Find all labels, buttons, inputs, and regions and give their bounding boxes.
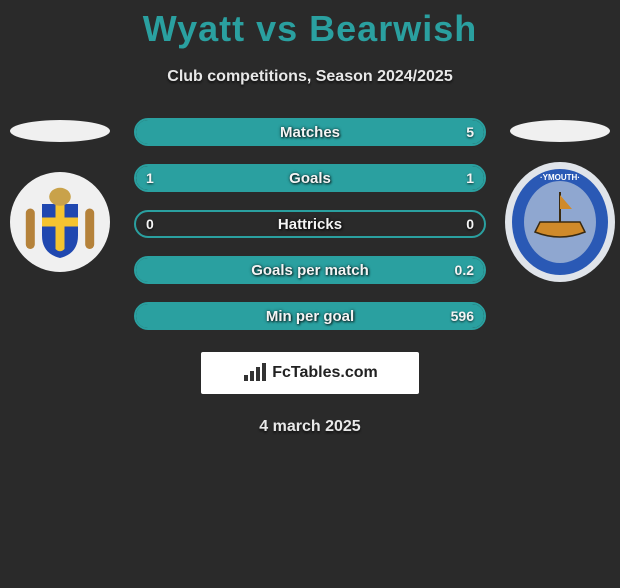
stat-value-right: 5 [466, 124, 474, 140]
stat-label: Hattricks [278, 216, 342, 233]
player-left [0, 118, 120, 272]
stat-value-right: 596 [451, 308, 474, 324]
svg-text:·YMOUTH·: ·YMOUTH· [540, 173, 580, 182]
comparison-content: ·YMOUTH· Matches 5 1 Goals 1 0 Hattricks 0 Goals… [0, 118, 620, 330]
stat-fill-right [310, 166, 484, 190]
stat-value-left: 0 [146, 216, 154, 232]
stat-label: Goals [289, 170, 331, 187]
date-line: 4 march 2025 [0, 418, 620, 436]
stat-fill-left [136, 166, 310, 190]
stat-value-right: 1 [466, 170, 474, 186]
stat-label: Min per goal [266, 308, 354, 325]
subtitle: Club competitions, Season 2024/2025 [0, 68, 620, 86]
player-right: ·YMOUTH· [500, 118, 620, 282]
crest-left-icon [10, 172, 110, 272]
brand-bars-icon [242, 363, 268, 383]
stat-label: Matches [280, 124, 340, 141]
stat-row: 1 Goals 1 [134, 164, 486, 192]
brand-link[interactable]: FcTables.com [201, 352, 419, 394]
stat-rows: Matches 5 1 Goals 1 0 Hattricks 0 Goals per matc… [134, 118, 486, 330]
stat-row: Goals per match 0.2 [134, 256, 486, 284]
stat-row: Matches 5 [134, 118, 486, 146]
flag-right-icon [510, 120, 610, 142]
brand-text: FcTables.com [272, 364, 378, 382]
stat-label: Goals per match [251, 262, 369, 279]
stat-row: Min per goal 596 [134, 302, 486, 330]
stat-value-right: 0.2 [455, 262, 474, 278]
crest-right-icon: ·YMOUTH· [505, 162, 615, 282]
stat-value-right: 0 [466, 216, 474, 232]
flag-left-icon [10, 120, 110, 142]
stat-value-left: 1 [146, 170, 154, 186]
page-title: Wyatt vs Bearwish [0, 8, 620, 50]
stat-row: 0 Hattricks 0 [134, 210, 486, 238]
